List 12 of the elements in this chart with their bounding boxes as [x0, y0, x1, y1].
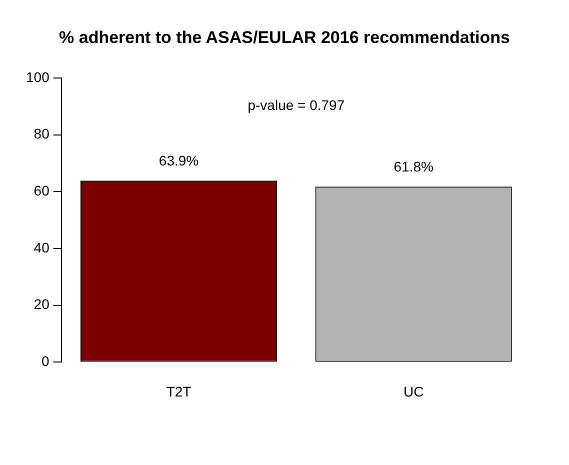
y-tick-label: 100: [26, 68, 50, 85]
x-tick-label: T2T: [166, 383, 192, 400]
data-label: 61.8%: [394, 158, 434, 174]
y-tick-label: 60: [34, 182, 50, 199]
x-tick-label: UC: [403, 383, 424, 400]
data-label: 63.9%: [158, 152, 199, 168]
y-tick-label: 20: [34, 296, 50, 312]
annotation: p-value = 0.797: [248, 96, 345, 113]
y-tick-label: 80: [34, 126, 50, 142]
y-tick-label: 40: [34, 239, 50, 256]
chart-title: % adherent to the ASAS/EULAR 2016 recommendations: [58, 28, 511, 48]
y-tick-label: 0: [42, 353, 50, 370]
